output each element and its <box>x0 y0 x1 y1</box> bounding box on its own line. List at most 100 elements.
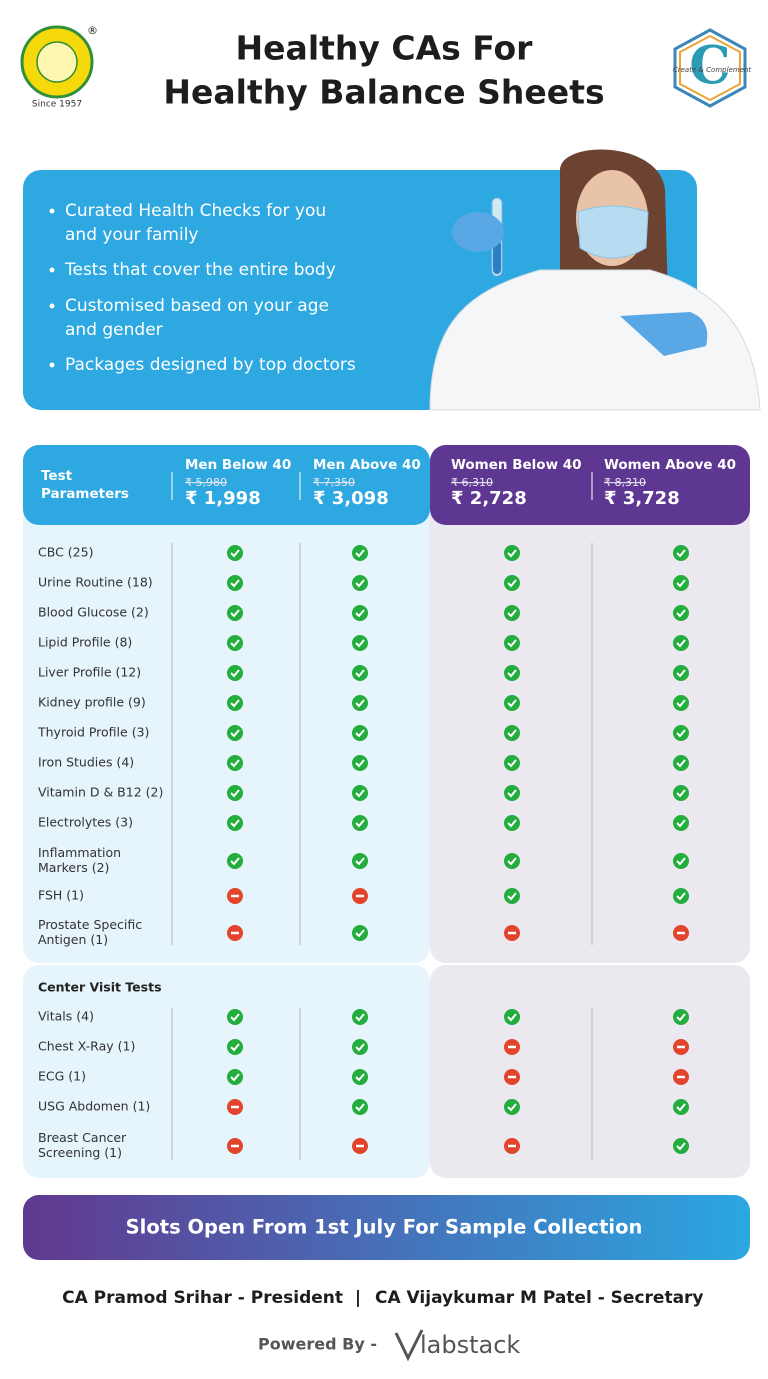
icon-check <box>507 759 517 768</box>
row-label: Prostate Specific <box>38 917 142 932</box>
icon-check <box>676 819 686 828</box>
cross-icon <box>504 1069 520 1085</box>
check-icon <box>227 755 243 771</box>
icon-check <box>676 699 686 708</box>
check-icon <box>673 695 689 711</box>
icon-check <box>355 699 365 708</box>
icon-circle <box>352 695 368 711</box>
check-icon <box>227 1009 243 1025</box>
icon-check <box>230 549 240 558</box>
check-icon <box>227 853 243 869</box>
row-label: ECG (1) <box>38 1069 86 1084</box>
icon-check <box>507 579 517 588</box>
check-icon <box>227 815 243 831</box>
check-icon <box>352 785 368 801</box>
check-icon <box>227 1039 243 1055</box>
check-icon <box>504 605 520 621</box>
row-label: FSH (1) <box>38 888 84 903</box>
check-icon <box>673 575 689 591</box>
check-icon <box>504 888 520 904</box>
check-icon <box>504 665 520 681</box>
original-price: ₹ 8,310 <box>604 476 646 489</box>
icon-circle <box>504 725 520 741</box>
icon-check <box>230 759 240 768</box>
icon-circle <box>227 575 243 591</box>
cross-icon <box>227 925 243 941</box>
icon-circle <box>352 755 368 771</box>
title-line: Healthy CAs For <box>236 29 534 68</box>
icon-circle <box>352 545 368 561</box>
cross-icon <box>673 1069 689 1085</box>
row-label: Markers (2) <box>38 860 109 875</box>
parameter-header: Test <box>41 468 73 484</box>
men-header <box>23 445 430 525</box>
icon-circle <box>227 815 243 831</box>
bullet <box>49 362 55 368</box>
check-icon <box>504 755 520 771</box>
row-label: Kidney profile (9) <box>38 695 146 710</box>
icon-check <box>355 639 365 648</box>
icon-check <box>676 639 686 648</box>
icon-check <box>230 1013 240 1022</box>
icon-check <box>355 579 365 588</box>
logo-right-inner <box>679 34 741 102</box>
check-icon <box>673 545 689 561</box>
icon-check <box>507 892 517 901</box>
icon-circle <box>227 1039 243 1055</box>
check-icon <box>352 815 368 831</box>
officer: CA Pramod Srihar - President <box>62 1288 343 1308</box>
cross-icon <box>227 1099 243 1115</box>
check-icon <box>504 575 520 591</box>
cross-icon <box>227 1138 243 1154</box>
icon-check <box>676 549 686 558</box>
check-icon <box>673 665 689 681</box>
check-icon <box>227 695 243 711</box>
brand: labstack <box>420 1331 520 1359</box>
icon-check <box>676 857 686 866</box>
column-name: Men Above 40 <box>313 457 421 473</box>
bullet <box>49 208 55 214</box>
original-price: ₹ 7,350 <box>313 476 355 489</box>
feature-text: and gender <box>65 320 163 340</box>
women-panel <box>430 445 750 963</box>
check-icon <box>352 605 368 621</box>
check-icon <box>504 1099 520 1115</box>
price: ₹ 3,098 <box>313 488 389 509</box>
icon-check <box>676 759 686 768</box>
icon-check <box>676 609 686 618</box>
icon-circle <box>504 888 520 904</box>
icon-check <box>355 857 365 866</box>
icon-check <box>355 1043 365 1052</box>
icon-circle <box>504 785 520 801</box>
icon-check <box>355 609 365 618</box>
check-icon <box>352 575 368 591</box>
check-icon <box>673 1099 689 1115</box>
check-icon <box>673 815 689 831</box>
icon-check <box>230 1043 240 1052</box>
doctor-illustration <box>429 149 761 411</box>
icon-check <box>676 1142 686 1151</box>
icon-check <box>355 549 365 558</box>
check-icon <box>352 925 368 941</box>
icon-check <box>355 729 365 738</box>
check-icon <box>227 545 243 561</box>
bullet <box>49 303 55 309</box>
icon-circle <box>504 1009 520 1025</box>
icon-check <box>230 669 240 678</box>
icon-check <box>676 1013 686 1022</box>
icon-check <box>507 857 517 866</box>
icon-circle <box>504 665 520 681</box>
row-label: Vitals (4) <box>38 1009 94 1024</box>
check-icon <box>673 1138 689 1154</box>
icon-circle <box>673 1009 689 1025</box>
original-price: ₹ 5,980 <box>185 476 227 489</box>
parameter-header: Parameters <box>41 486 129 502</box>
icon-circle <box>227 1009 243 1025</box>
icon-circle <box>673 1099 689 1115</box>
logo-monogram: C <box>689 36 730 97</box>
check-icon <box>227 635 243 651</box>
icon-circle <box>227 1069 243 1085</box>
icon-circle <box>352 785 368 801</box>
icon-check <box>355 789 365 798</box>
brand-mark <box>394 1329 424 1362</box>
